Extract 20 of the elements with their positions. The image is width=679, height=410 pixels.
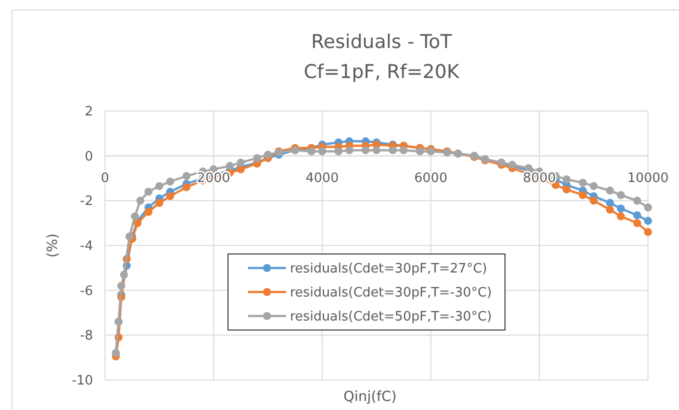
y-tick-label: -2 xyxy=(80,194,93,210)
y-tick-label: -8 xyxy=(80,328,93,344)
y-tick-label: 2 xyxy=(84,104,93,120)
x-tick-label: 8000 xyxy=(522,170,556,186)
y-tick-label: -4 xyxy=(80,239,93,254)
chart-title: Residuals - ToT xyxy=(311,31,452,53)
x-tick-label: 6000 xyxy=(414,170,448,186)
y-tick-label: -10 xyxy=(72,374,93,389)
x-tick-label: 10000 xyxy=(627,170,669,186)
x-tick-label: 2000 xyxy=(197,170,230,186)
y-tick-label: -6 xyxy=(80,284,93,299)
x-tick-label: 0 xyxy=(100,170,110,186)
legend-label: residuals(Cdet=30pF,T=-30°C) xyxy=(290,286,492,301)
x-tick-label: 4000 xyxy=(306,170,339,186)
y-axis-title: (%) xyxy=(45,233,61,258)
x-axis-title: Qinj(fC) xyxy=(343,389,397,405)
chart-subtitle: Cf=1pF, Rf=20K xyxy=(304,61,460,83)
legend-label: residuals(Cdet=30pF,T=27°C) xyxy=(290,262,488,277)
y-tick-label: 0 xyxy=(84,149,93,164)
legend-label: residuals(Cdet=50pF,T=-30°C) xyxy=(290,310,492,325)
